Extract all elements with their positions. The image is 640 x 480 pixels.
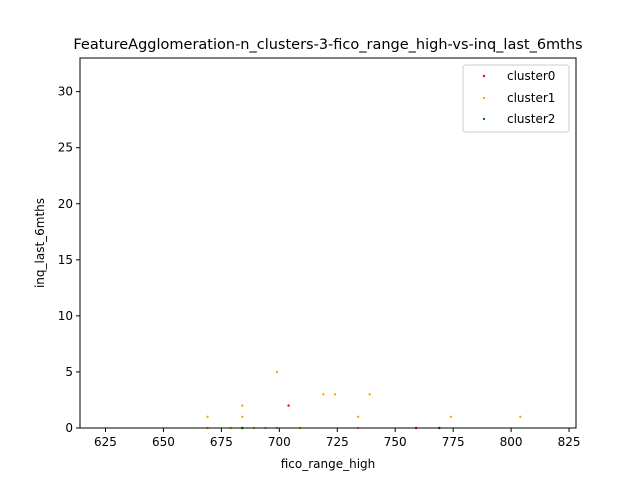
y-tick-label: 20 — [58, 197, 73, 211]
points-layer — [206, 370, 522, 430]
x-tick-label: 825 — [558, 435, 581, 449]
point-cluster1-15 — [368, 393, 371, 396]
x-tick-label: 625 — [94, 435, 117, 449]
point-cluster1-8 — [275, 370, 279, 374]
y-axis-label: inq_last_6mths — [33, 198, 47, 288]
x-axis-ticks: 625 650 675 700 725 750 775 800 825 — [94, 428, 580, 449]
legend-marker-cluster0 — [482, 74, 486, 78]
x-axis-label: fico_range_high — [281, 457, 376, 471]
y-tick-label: 5 — [65, 365, 73, 379]
x-tick-label: 750 — [384, 435, 407, 449]
point-cluster1-12 — [333, 393, 337, 396]
y-tick-label: 25 — [58, 141, 73, 155]
x-tick-label: 650 — [152, 435, 175, 449]
point-cluster1-18 — [519, 415, 522, 418]
plot-frame — [79, 57, 577, 429]
y-tick-label: 10 — [58, 309, 73, 323]
x-tick-label: 800 — [500, 435, 523, 449]
y-tick-label: 15 — [58, 253, 73, 267]
chart-title: FeatureAgglomeration-n_clusters-3-fico_r… — [73, 37, 582, 53]
point-cluster1-11 — [322, 393, 325, 396]
legend-label-cluster2: cluster2 — [507, 112, 555, 126]
x-tick-label: 675 — [210, 435, 233, 449]
legend-label-cluster1: cluster1 — [507, 91, 555, 105]
legend-marker-cluster2 — [482, 117, 486, 121]
point-cluster1-0 — [206, 415, 209, 418]
point-cluster1-13 — [356, 415, 360, 418]
x-tick-label: 775 — [442, 435, 465, 449]
x-tick-label: 700 — [268, 435, 291, 449]
legend: cluster0 cluster1 cluster2 — [462, 64, 570, 133]
x-tick-label: 725 — [326, 435, 349, 449]
point-cluster1-4 — [241, 415, 244, 418]
y-axis-ticks: 0 5 10 15 20 25 30 — [58, 85, 80, 435]
y-tick-label: 0 — [65, 421, 73, 435]
point-cluster1-17 — [449, 415, 453, 418]
point-cluster0-0 — [287, 404, 290, 407]
legend-marker-cluster1 — [482, 96, 486, 100]
legend-box — [462, 64, 570, 133]
legend-label-cluster0: cluster0 — [507, 69, 555, 83]
point-cluster1-3 — [241, 404, 244, 407]
y-tick-label: 30 — [58, 85, 73, 99]
